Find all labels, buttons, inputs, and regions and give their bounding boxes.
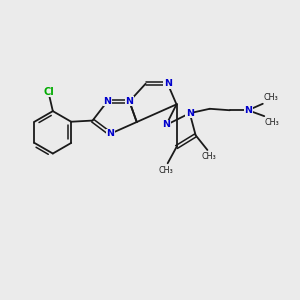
Text: N: N [244, 106, 252, 115]
Text: N: N [125, 97, 134, 106]
Text: N: N [186, 109, 194, 118]
Text: N: N [162, 121, 170, 130]
Text: CH₃: CH₃ [263, 93, 278, 102]
Text: N: N [164, 79, 172, 88]
Text: CH₃: CH₃ [265, 118, 280, 127]
Text: N: N [103, 97, 111, 106]
Text: CH₃: CH₃ [202, 152, 216, 161]
Text: CH₃: CH₃ [159, 166, 174, 175]
Text: Cl: Cl [43, 87, 54, 97]
Text: N: N [106, 129, 114, 138]
